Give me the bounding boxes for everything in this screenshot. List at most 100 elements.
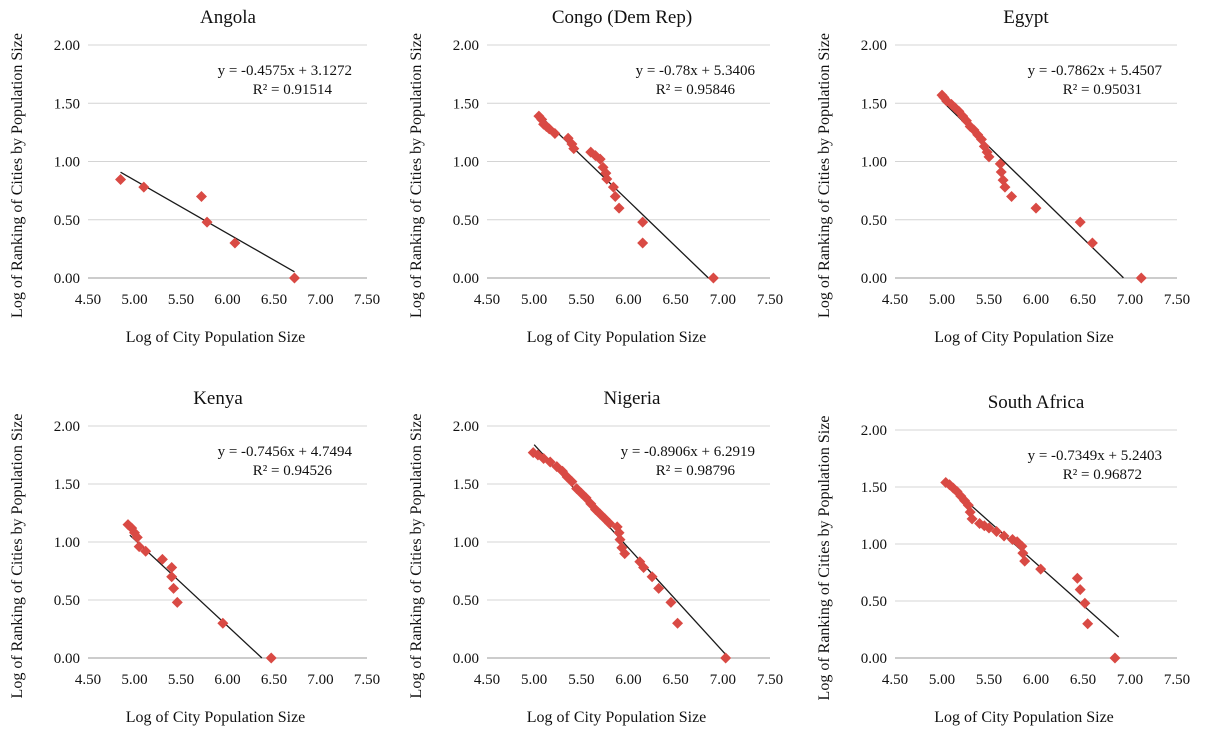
chart-title: Angola xyxy=(200,7,257,28)
data-point xyxy=(966,513,978,525)
data-point xyxy=(166,571,178,583)
y-tick-label: 1.00 xyxy=(453,155,479,171)
x-tick-label: 7.00 xyxy=(307,672,333,688)
y-tick-label: 2.00 xyxy=(54,38,80,54)
data-point xyxy=(637,216,649,228)
x-tick-label: 5.50 xyxy=(568,292,594,308)
data-point xyxy=(140,545,152,557)
chart-title: Congo (Dem Rep) xyxy=(552,7,692,28)
data-point xyxy=(613,202,625,214)
y-tick-label: 2.00 xyxy=(861,423,887,439)
x-tick-label: 4.50 xyxy=(75,292,101,308)
data-point xyxy=(614,534,626,546)
y-tick-label: 1.50 xyxy=(861,480,887,496)
y-tick-label: 0.50 xyxy=(861,213,887,229)
y-tick-label: 2.00 xyxy=(453,419,479,435)
data-point xyxy=(568,143,580,155)
data-point xyxy=(1074,216,1086,228)
data-point xyxy=(1006,190,1018,202)
y-tick-label: 0.50 xyxy=(453,213,479,229)
x-tick-label: 4.50 xyxy=(882,292,908,308)
x-tick-label: 5.50 xyxy=(568,672,594,688)
x-tick-label: 5.50 xyxy=(168,292,194,308)
y-tick-label: 1.00 xyxy=(861,155,887,171)
data-point xyxy=(607,181,619,193)
regression-equation: y = -0.78x + 5.3406 xyxy=(636,63,756,79)
chart-panel: 0.00 0.50 1.00 1.50 2.00 4.50 5.00 5.50 6.00 6.50… xyxy=(408,7,783,346)
y-tick-label: 1.50 xyxy=(54,477,80,493)
y-tick-label: 0.00 xyxy=(453,271,479,287)
data-point xyxy=(1035,563,1047,575)
data-point xyxy=(609,190,621,202)
data-point xyxy=(131,531,143,543)
y-axis-label: Log of Ranking of Cities by Population S… xyxy=(408,414,425,699)
x-tick-label: 6.50 xyxy=(261,672,287,688)
x-tick-label: 7.50 xyxy=(1164,292,1190,308)
data-point xyxy=(115,174,127,186)
x-tick-label: 7.50 xyxy=(354,672,380,688)
data-point xyxy=(217,617,229,629)
x-tick-label: 5.00 xyxy=(121,672,147,688)
data-point xyxy=(138,181,150,193)
x-tick-label: 6.50 xyxy=(663,672,689,688)
data-point xyxy=(549,128,561,140)
x-tick-label: 6.00 xyxy=(1023,672,1049,688)
data-point xyxy=(229,237,241,249)
data-point xyxy=(168,582,180,594)
data-point xyxy=(589,504,601,516)
r-squared-label: R² = 0.91514 xyxy=(253,82,333,98)
y-tick-label: 2.00 xyxy=(453,38,479,54)
chart-title: Kenya xyxy=(193,388,243,409)
x-tick-label: 7.50 xyxy=(757,292,783,308)
x-tick-label: 5.50 xyxy=(976,672,1002,688)
data-point xyxy=(1079,597,1091,609)
y-axis-label: Log of Ranking of Cities by Population S… xyxy=(816,416,833,701)
y-tick-label: 1.50 xyxy=(54,96,80,112)
x-axis-label: Log of City Population Size xyxy=(126,329,306,346)
chart-panel: 0.00 0.50 1.00 1.50 2.00 4.50 5.00 5.50 6.00 6.50… xyxy=(408,388,783,726)
y-tick-label: 1.50 xyxy=(453,477,479,493)
data-point xyxy=(1019,555,1031,567)
y-axis-label: Log of Ranking of Cities by Population S… xyxy=(9,414,26,699)
data-point xyxy=(720,652,732,664)
chart-title: Nigeria xyxy=(604,388,662,409)
x-axis-label: Log of City Population Size xyxy=(527,709,707,726)
y-tick-label: 0.50 xyxy=(861,594,887,610)
regression-equation: y = -0.7349x + 5.2403 xyxy=(1028,448,1162,464)
data-point xyxy=(1071,572,1083,584)
x-tick-label: 7.00 xyxy=(1117,672,1143,688)
x-tick-label: 6.00 xyxy=(615,292,641,308)
data-point xyxy=(672,617,684,629)
data-point xyxy=(1082,618,1094,630)
y-tick-label: 2.00 xyxy=(54,419,80,435)
data-point xyxy=(566,476,578,488)
y-tick-label: 0.00 xyxy=(453,651,479,667)
x-tick-label: 4.50 xyxy=(882,672,908,688)
data-point xyxy=(122,519,134,531)
data-point xyxy=(1109,652,1121,664)
data-point xyxy=(1030,202,1042,214)
data-point xyxy=(195,190,207,202)
y-tick-label: 1.50 xyxy=(453,96,479,112)
data-point xyxy=(166,562,178,574)
x-tick-label: 5.50 xyxy=(976,292,1002,308)
regression-equation: y = -0.7862x + 5.4507 xyxy=(1028,63,1163,79)
y-tick-label: 1.00 xyxy=(453,535,479,551)
x-tick-label: 4.50 xyxy=(474,292,500,308)
data-point xyxy=(995,166,1007,178)
x-tick-label: 7.00 xyxy=(307,292,333,308)
x-tick-label: 5.00 xyxy=(929,292,955,308)
x-tick-label: 6.50 xyxy=(1070,292,1096,308)
data-point xyxy=(619,548,631,560)
x-tick-label: 5.00 xyxy=(521,292,547,308)
chart-panel: 0.00 0.50 1.00 1.50 2.00 4.50 5.00 5.50 6.00 6.50… xyxy=(816,7,1190,346)
data-point xyxy=(665,596,677,608)
data-point xyxy=(201,216,213,228)
x-tick-label: 6.00 xyxy=(214,672,240,688)
chart-title: Egypt xyxy=(1003,7,1049,28)
data-point xyxy=(646,571,658,583)
r-squared-label: R² = 0.95031 xyxy=(1063,82,1142,98)
data-point xyxy=(1016,540,1028,552)
x-tick-label: 7.00 xyxy=(710,672,736,688)
